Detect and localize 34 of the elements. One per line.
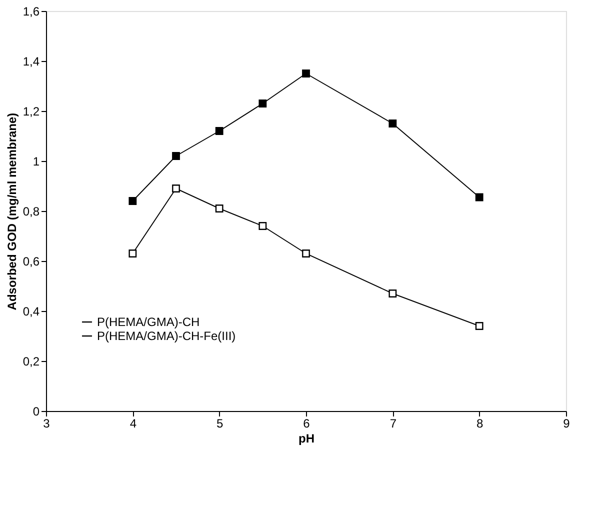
x-tick-label: 3 [43, 416, 50, 430]
y-tick-label: 1,2 [22, 104, 40, 118]
y-tick-label: 1 [32, 154, 40, 168]
y-tick-label: 1,4 [22, 54, 40, 68]
x-tick-label: 9 [563, 416, 570, 430]
x-tick-label: 4 [130, 416, 137, 430]
point [475, 322, 484, 330]
y-axis-title: Adsorbed GOD (mg/ml membrane) [4, 112, 19, 310]
point [128, 197, 137, 205]
point [172, 152, 180, 160]
point [215, 127, 224, 135]
y-tick-label: 0 [32, 404, 40, 418]
point [388, 290, 397, 298]
point [172, 184, 180, 192]
y-tick-label: 0,4 [22, 304, 40, 318]
legend-label: P(HEMA/GMA)-CH-Fe(III) [97, 329, 236, 343]
point [258, 222, 267, 230]
x-tick-label: 6 [303, 416, 310, 430]
y-tick-label: 0,6 [22, 254, 40, 268]
point [302, 250, 310, 258]
legend-label: P(HEMA/GMA)-CH [97, 315, 200, 329]
y-tick-label: 1,6 [22, 4, 40, 18]
y-tick-label: 0,2 [22, 354, 40, 368]
point [215, 204, 224, 212]
y-tick-label: 0,8 [22, 204, 40, 218]
point [302, 70, 310, 78]
point [258, 100, 267, 108]
x-tick-label: 8 [476, 416, 484, 430]
point [475, 193, 484, 202]
x-axis-title: pH [298, 432, 314, 446]
x-tick-label: 7 [390, 416, 397, 430]
x-tick-label: 5 [216, 416, 224, 430]
point [128, 250, 137, 258]
point [388, 120, 397, 128]
